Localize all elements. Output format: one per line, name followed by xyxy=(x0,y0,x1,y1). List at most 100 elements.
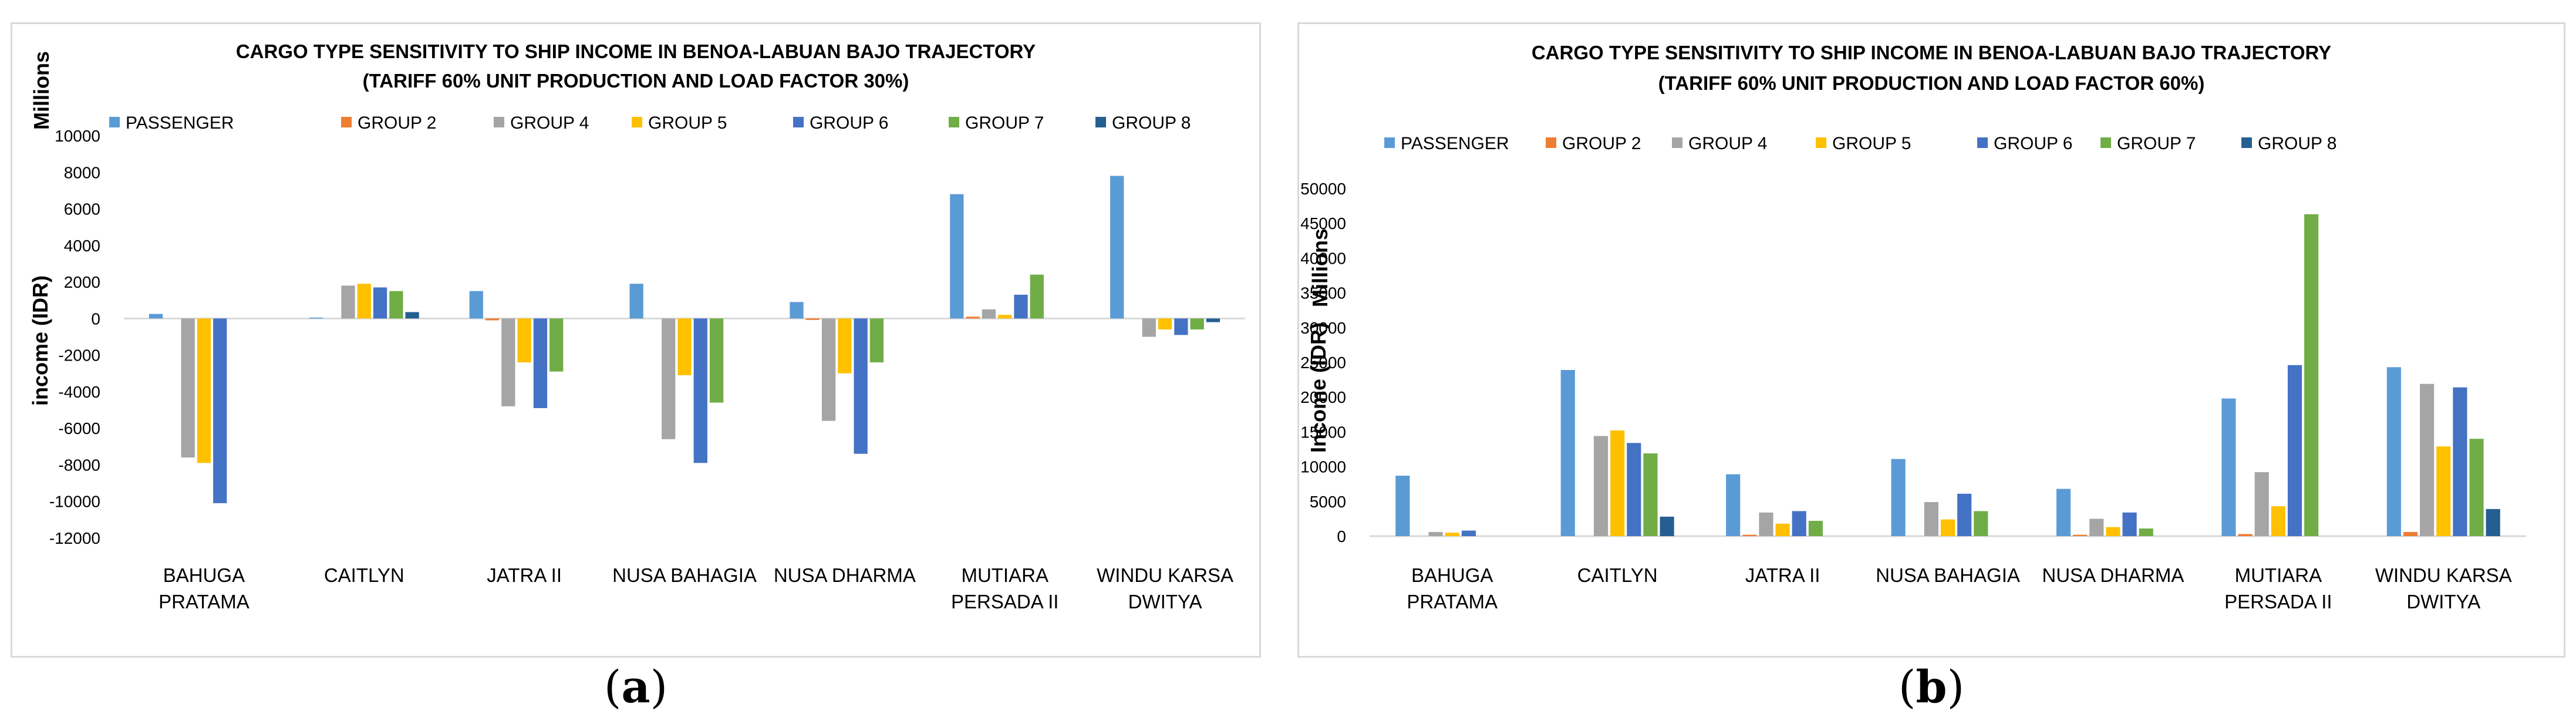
chart-b-bar-group-4-4 xyxy=(2089,519,2104,536)
chart-b-bar-group-4-0 xyxy=(1428,531,1443,536)
chart-b-bar-group-6-5 xyxy=(2287,365,2302,536)
chart-b-category-label-line2: DWITYA xyxy=(2406,591,2480,612)
chart-a-bar-passenger-3 xyxy=(629,284,643,319)
chart-a-category-label-line2: DWITYA xyxy=(1128,591,1202,612)
chart-b-bar-group-4-1 xyxy=(1593,436,1609,536)
chart-a-ytick-label: -8000 xyxy=(58,456,100,474)
chart-a-category-label-line2: PRATAMA xyxy=(159,591,249,612)
chart-a-legend-swatch xyxy=(109,117,120,127)
chart-a-legend-label: GROUP 7 xyxy=(965,113,1044,133)
chart-a-legend-swatch xyxy=(1095,117,1106,127)
chart-a-bar-passenger-6 xyxy=(1110,176,1124,319)
chart-b-bar-group-4-3 xyxy=(1924,502,1938,536)
chart-a-bar-group-6-6 xyxy=(1174,318,1188,335)
chart-a-bar-passenger-2 xyxy=(469,291,483,319)
chart-b-svg: CARGO TYPE SENSITIVITY TO SHIP INCOME IN… xyxy=(1300,42,2526,612)
chart-b-bar-passenger-2 xyxy=(1726,474,1741,536)
chart-a-legend-label: GROUP 6 xyxy=(810,113,889,133)
chart-b-legend-swatch xyxy=(1546,137,1556,148)
chart-b-bar-group-5-6 xyxy=(2436,446,2451,536)
chart-b-bar-passenger-6 xyxy=(2386,367,2401,536)
caption-b: (b) xyxy=(1898,661,1965,713)
chart-b-bar-group-7-5 xyxy=(2304,214,2319,537)
chart-b-bar-group-6-1 xyxy=(1627,443,1641,536)
chart-b-ytick-label: 5000 xyxy=(1310,493,1346,511)
chart-b-bar-group-6-3 xyxy=(1957,493,1972,536)
chart-a-bar-group-5-5 xyxy=(998,315,1012,319)
chart-b-ytick-label: 0 xyxy=(1337,527,1346,546)
chart-b-category-label: NUSA DHARMA xyxy=(2042,564,2184,586)
caption-a: (a) xyxy=(603,661,668,713)
chart-a-bar-group-7-2 xyxy=(549,318,564,372)
chart-b-ylabel: Income (IDR) xyxy=(1306,322,1330,453)
chart-b-bar-group-4-2 xyxy=(1759,512,1773,536)
chart-b-category-label: CAITLYN xyxy=(1577,564,1658,586)
chart-a-ytick-label: 0 xyxy=(91,309,100,328)
chart-b-bar-passenger-4 xyxy=(2056,489,2071,536)
chart-a-bar-group-5-2 xyxy=(517,318,531,363)
chart-a-bar-group-4-5 xyxy=(982,309,996,319)
chart-b-ytick-label: 35000 xyxy=(1300,284,1346,302)
chart-a-bar-group-4-1 xyxy=(341,285,355,319)
chart-a-legend-swatch xyxy=(632,117,642,127)
chart-b-bar-group-5-4 xyxy=(2106,527,2120,536)
chart-a-svg: CARGO TYPE SENSITIVITY TO SHIP INCOME IN… xyxy=(28,41,1245,612)
chart-a-ytick-label: 2000 xyxy=(64,273,100,291)
chart-b-bar-group-7-3 xyxy=(1974,511,1988,536)
chart-a-ytick-label: 4000 xyxy=(64,237,100,255)
chart-b-bar-group-5-2 xyxy=(1775,523,1790,536)
chart-a-bar-group-5-0 xyxy=(197,318,211,463)
chart-a-legend-label: PASSENGER xyxy=(126,113,234,133)
chart-b-legend-swatch xyxy=(1977,137,1988,148)
chart-b-ytick-label: 20000 xyxy=(1300,388,1346,406)
chart-a-bar-passenger-4 xyxy=(790,302,804,319)
chart-b-legend-label: GROUP 2 xyxy=(1562,134,1641,153)
chart-a-legend-label: GROUP 2 xyxy=(358,113,437,133)
chart-a-subtitle: (TARIFF 60% UNIT PRODUCTION AND LOAD FAC… xyxy=(363,70,909,92)
chart-a-bar-group-2-2 xyxy=(485,318,500,321)
chart-b-bar-group-2-4 xyxy=(2073,534,2088,536)
chart-a-ytick-label: -10000 xyxy=(49,493,100,511)
chart-a-bar-group-7-1 xyxy=(389,291,403,319)
chart-b-bar-group-8-6 xyxy=(2486,509,2500,536)
chart-a-ytick-label: -4000 xyxy=(58,383,100,401)
chart-b-ytick-label: 15000 xyxy=(1300,423,1346,441)
chart-a-category-label: MUTIARA xyxy=(961,564,1048,586)
chart-a-bar-group-6-4 xyxy=(854,318,868,454)
chart-a-bar-passenger-1 xyxy=(309,317,323,319)
chart-b-category-label: NUSA BAHAGIA xyxy=(1876,564,2020,586)
chart-b-category-label: BAHUGA xyxy=(1411,564,1493,586)
chart-b-legend-label: GROUP 6 xyxy=(1994,134,2073,153)
chart-b-category-label-line2: PERSADA II xyxy=(2224,591,2332,612)
chart-b-legend-swatch xyxy=(1816,137,1826,148)
chart-b-title: CARGO TYPE SENSITIVITY TO SHIP INCOME IN… xyxy=(1532,42,2331,63)
chart-b-category-label-line2: PRATAMA xyxy=(1407,591,1498,612)
chart-a-ytick-label: 6000 xyxy=(64,200,100,218)
chart-a-category-label-line2: PERSADA II xyxy=(951,591,1058,612)
chart-a-bar-group-6-5 xyxy=(1014,294,1028,319)
chart-b-bar-group-7-6 xyxy=(2469,439,2484,536)
chart-b-bar-group-5-0 xyxy=(1445,533,1459,536)
chart-b-legend-label: GROUP 4 xyxy=(1688,134,1768,153)
chart-a-ylabel: income (IDR) xyxy=(28,275,52,406)
chart-a-legend-swatch xyxy=(494,117,504,127)
chart-b-bar-passenger-1 xyxy=(1560,370,1575,536)
caption-b-letter: b xyxy=(1916,661,1947,713)
chart-b-legend-label: GROUP 5 xyxy=(1832,134,1911,153)
chart-b-legend-swatch xyxy=(1384,137,1395,148)
chart-a-bar-group-5-6 xyxy=(1158,318,1172,330)
chart-b-yunit: Millions xyxy=(1308,228,1332,307)
chart-a-legend-swatch xyxy=(341,117,352,127)
chart-b-ytick-label: 40000 xyxy=(1300,249,1346,267)
chart-a-title: CARGO TYPE SENSITIVITY TO SHIP INCOME IN… xyxy=(236,41,1036,62)
chart-b-legend-label: GROUP 8 xyxy=(2258,134,2337,153)
caption-a-letter: a xyxy=(621,661,650,713)
chart-a-ytick-label: -2000 xyxy=(58,346,100,365)
chart-a-bar-group-4-3 xyxy=(662,318,676,439)
chart-a-ytick-label: 10000 xyxy=(55,127,100,145)
chart-b-bar-passenger-3 xyxy=(1891,459,1906,536)
chart-a-bar-group-6-2 xyxy=(533,318,548,408)
chart-a-legend-swatch xyxy=(949,117,959,127)
chart-b-category-label: MUTIARA xyxy=(2235,564,2322,586)
chart-a-bar-group-5-3 xyxy=(677,318,692,375)
